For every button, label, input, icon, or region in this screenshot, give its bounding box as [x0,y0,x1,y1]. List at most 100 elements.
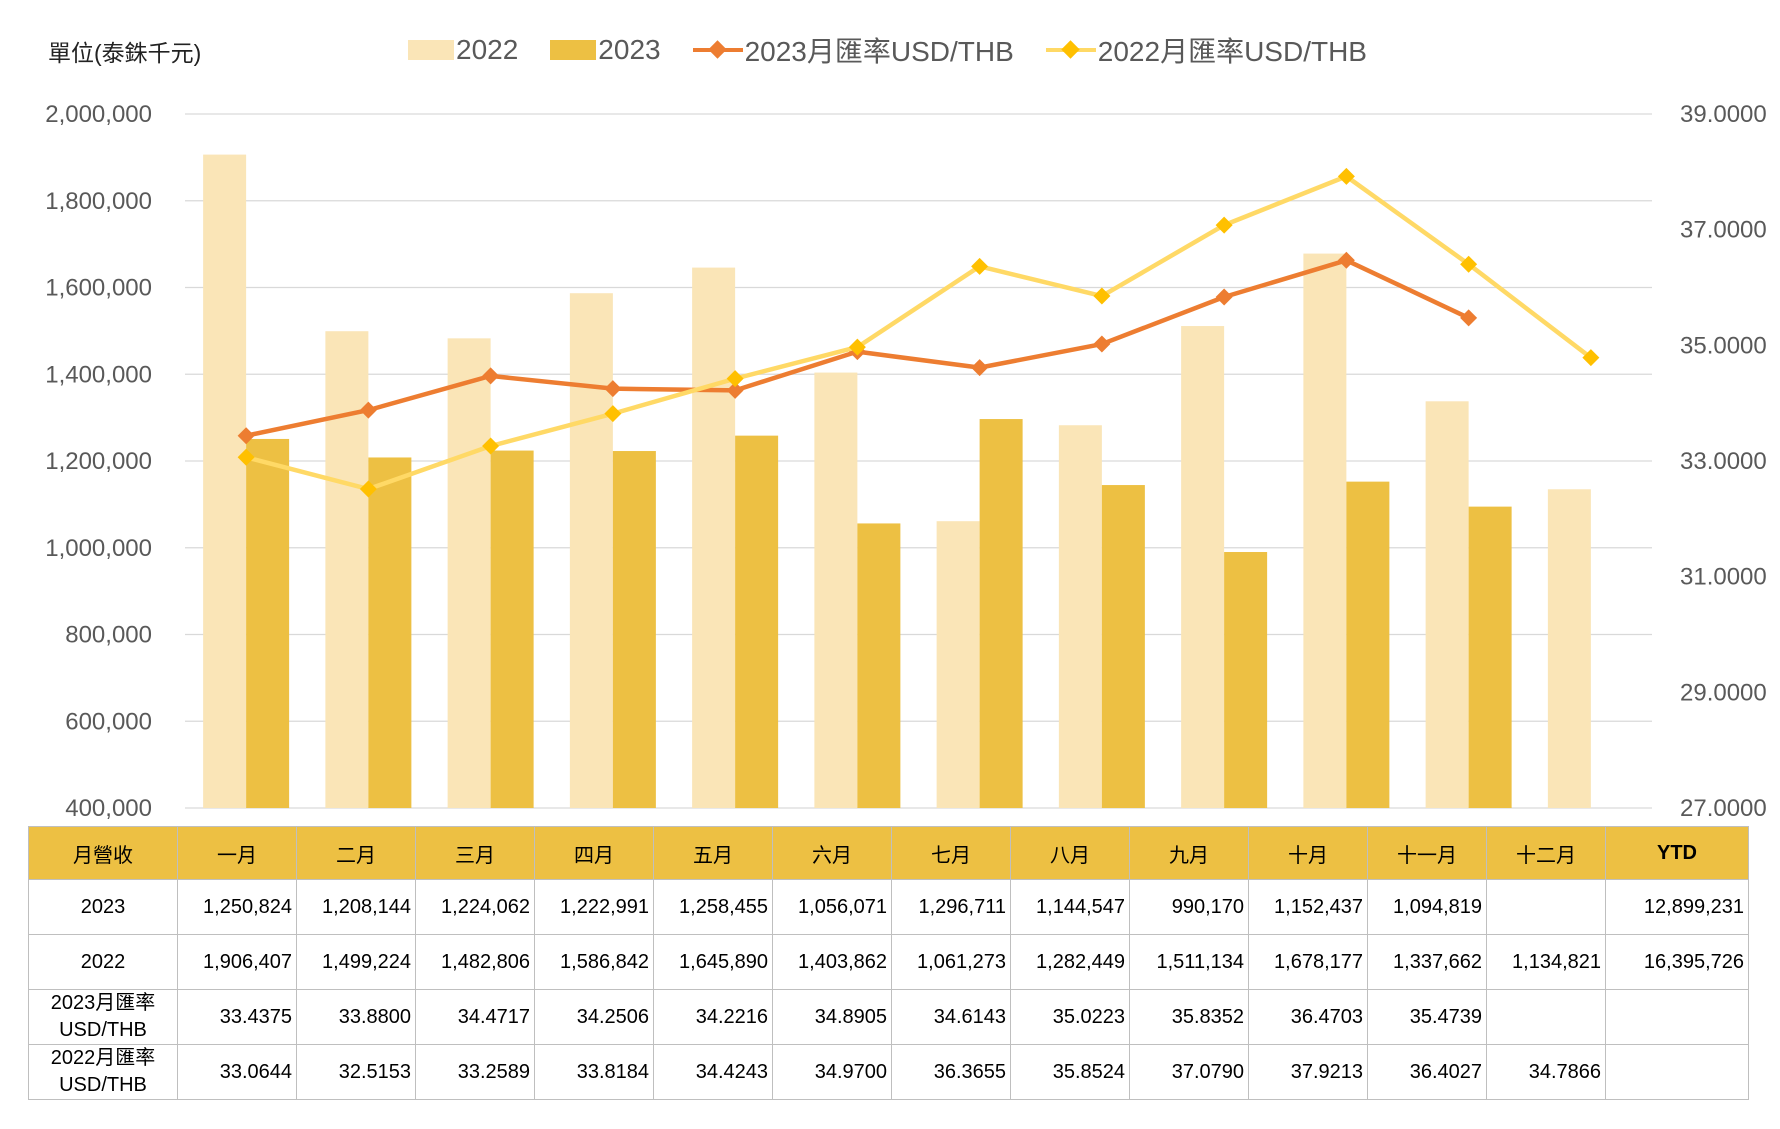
table-cell: 1,645,890 [653,934,773,990]
line-point-marker [237,427,255,445]
table-cell: 1,134,821 [1486,934,1606,990]
table-header-cell: 十二月 [1486,826,1606,880]
table-cell: 34.8905 [772,989,892,1045]
table-cell: 33.0644 [177,1044,297,1100]
table-row-label: 2023月匯率 USD/THB [28,989,178,1045]
table-header-cell: 一月 [177,826,297,880]
y-left-tick-label: 1,600,000 [45,275,152,302]
legend-swatch [550,40,597,60]
line-point-marker [359,401,377,419]
bar-2023 [368,457,412,808]
table-header-cell: YTD [1605,826,1749,880]
y-right-tick-label: 39.0000 [1680,101,1767,128]
line-point-marker [1093,335,1111,353]
table-cell: 33.8800 [296,989,416,1045]
bar-2022 [936,521,980,808]
row-label-line: 2023月匯率 [50,992,156,1014]
table-cell: 1,482,806 [415,934,535,990]
bar-2023 [1101,485,1145,808]
table-cell: 1,144,547 [1010,879,1130,935]
legend-label: 2022 [456,34,519,65]
table-cell: 34.4717 [415,989,535,1045]
table-row-label: 2022 [28,934,178,990]
table-cell: 33.8184 [534,1044,654,1100]
bar-2022 [1058,425,1102,808]
table-row-label: 2023 [28,879,178,935]
table-cell: 990,170 [1129,879,1249,935]
table-cell: 1,586,842 [534,934,654,990]
line-point-marker [1215,288,1233,306]
table-row: 2022 1,906,407 1,499,224 1,482,806 1,586,842… [28,934,1749,990]
table-header-cell: 四月 [534,826,654,880]
table-cell: 1,499,224 [296,934,416,990]
table-cell: 1,056,071 [772,879,892,935]
table-cell: 1,296,711 [891,879,1011,935]
table-cell: 1,678,177 [1248,934,1368,990]
line-point-marker [971,257,989,275]
legend-item: 2022月匯率USD/THB [1045,30,1367,70]
table-cell: 33.2589 [415,1044,535,1100]
bar-2023 [1346,481,1390,808]
table-header-cell: 七月 [891,826,1011,880]
table-cell: 35.0223 [1010,989,1130,1045]
table-cell: 34.6143 [891,989,1011,1045]
legend-line-marker [692,38,743,62]
line-point-marker [1215,216,1233,234]
y-left-tick-label: 1,200,000 [45,448,152,475]
legend-label: 2022月匯率USD/THB [1097,36,1367,67]
bar-2023 [246,438,290,808]
table-cell: 1,094,819 [1367,879,1487,935]
table-cell: 1,222,991 [534,879,654,935]
table-cell [1605,1044,1749,1100]
legend-label: 2023 [598,34,661,65]
bar-2023 [1468,506,1512,808]
legend-item: 2023月匯率USD/THB [692,30,1014,70]
bar-2023 [979,419,1023,808]
line-point-marker [604,380,622,398]
table-cell: 32.5153 [296,1044,416,1100]
table-cell: 1,224,062 [415,879,535,935]
table-cell: 35.8352 [1129,989,1249,1045]
table-cell: 34.2506 [534,989,654,1045]
table-cell: 37.9213 [1248,1044,1368,1100]
table-cell: 34.7866 [1486,1044,1606,1100]
legend: 2022 2023 2023月匯率USD/THB 2022月匯率USD/THB [408,30,1399,70]
series-line [245,174,1593,492]
table-cell: 1,906,407 [177,934,297,990]
legend-label: 2023月匯率USD/THB [744,36,1014,67]
y-right-tick-label: 29.0000 [1680,679,1767,706]
table-cell: 12,899,231 [1605,879,1749,935]
table-cell: 1,061,273 [891,934,1011,990]
line-point-marker [848,338,866,356]
bar-2022 [1425,401,1469,808]
table-cell: 1,152,437 [1248,879,1368,935]
table-cell: 1,403,862 [772,934,892,990]
legend-line-marker [1045,38,1096,62]
bar-2023 [490,450,534,808]
bar-2022 [203,154,247,809]
y-right-tick-label: 27.0000 [1680,795,1767,820]
unit-label: 單位(泰銖千元) [48,40,202,66]
table-row: 2023月匯率 USD/THB 33.4375 33.8800 34.4717 34.25… [28,989,1749,1045]
table-row: 2022月匯率 USD/THB 33.0644 32.5153 33.2589 33.81… [28,1044,1749,1100]
table-cell: 34.9700 [772,1044,892,1100]
line-point-marker [1460,309,1478,327]
table-cell: 16,395,726 [1605,934,1749,990]
table-cell: 1,337,662 [1367,934,1487,990]
data-table: 月營收 一月 二月 三月 四月 五月 六月 七月 八月 九月 十月 十一月 十二月 YTD 2023 1,2… [28,826,1749,1100]
bar-2022 [814,372,858,808]
table-header-cell: 二月 [296,826,416,880]
y-left-tick-label: 1,000,000 [45,535,152,562]
line-point-marker [359,480,377,498]
bar-2022 [1547,489,1591,808]
line-point-marker [482,367,500,385]
y-right-tick-label: 31.0000 [1680,564,1767,591]
line-point-marker [1093,287,1111,305]
legend-item: 2023 [550,34,661,66]
y-right-tick-label: 35.0000 [1680,332,1767,359]
table-header-cell: 六月 [772,826,892,880]
table-cell: 1,282,449 [1010,934,1130,990]
table-cell: 1,511,134 [1129,934,1249,990]
legend-item: 2022 [408,34,518,66]
bar-2023 [612,451,656,808]
